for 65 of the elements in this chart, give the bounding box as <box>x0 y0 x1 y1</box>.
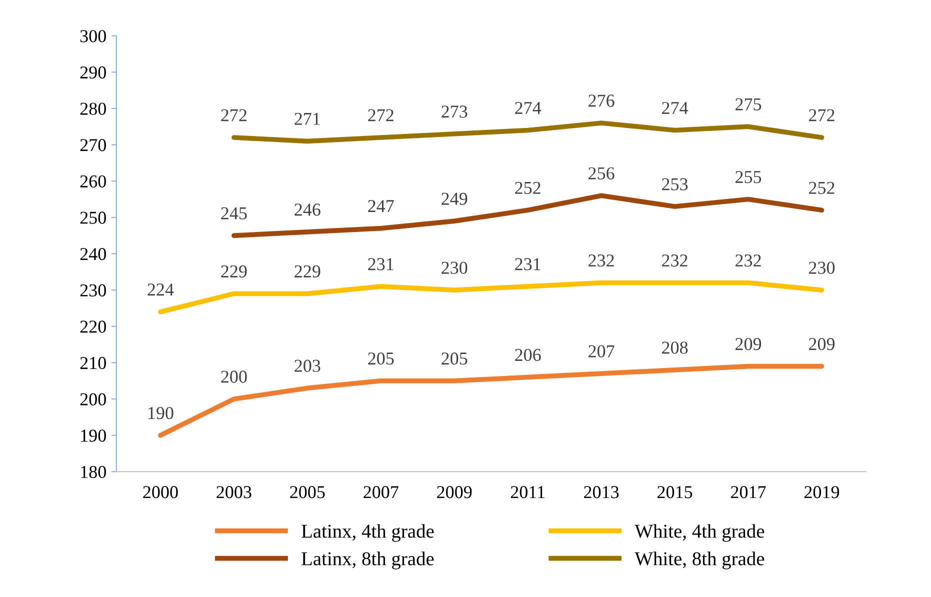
data-label: 274 <box>662 102 688 114</box>
y-tick-label: 290 <box>80 66 106 79</box>
data-label: 253 <box>662 178 688 190</box>
y-tick-label: 280 <box>80 102 106 115</box>
y-tick-label: 190 <box>81 430 106 442</box>
x-tick-label: 2015 <box>658 486 692 498</box>
data-label: 230 <box>442 262 468 274</box>
data-label: 190 <box>148 406 174 420</box>
data-label: 208 <box>662 342 688 354</box>
y-tick-label: 200 <box>80 393 106 406</box>
data-label: 255 <box>736 170 762 184</box>
data-label: 252 <box>808 182 834 194</box>
data-label: 232 <box>736 254 761 267</box>
x-tick-label: 2009 <box>437 486 472 498</box>
data-label: 231 <box>368 258 394 270</box>
data-label: 275 <box>736 98 762 110</box>
legend-label: Latinx, 8th grade <box>302 552 434 570</box>
data-label: 256 <box>588 167 614 180</box>
data-label: 272 <box>221 109 246 122</box>
y-tick-label: 240 <box>80 248 106 260</box>
data-label: 249 <box>442 192 468 205</box>
data-label: 207 <box>588 345 614 358</box>
y-tick-label: 180 <box>81 466 106 478</box>
y-tick-label: 220 <box>80 320 106 333</box>
data-label: 209 <box>736 338 762 350</box>
legend-label: Latinx, 4th grade <box>302 524 434 542</box>
data-label: 224 <box>148 284 174 296</box>
y-tick-label: 270 <box>80 139 106 152</box>
x-tick-label: 2019 <box>804 486 840 498</box>
data-label: 245 <box>221 207 247 220</box>
data-label: 205 <box>442 352 468 365</box>
data-label: 276 <box>588 94 614 107</box>
data-label: 232 <box>588 254 614 267</box>
x-tick-label: 2011 <box>510 486 544 498</box>
x-tick-label: 2017 <box>731 486 766 498</box>
y-tick-label: 300 <box>80 30 106 42</box>
x-tick-label: 2005 <box>290 486 325 498</box>
data-label: 229 <box>221 265 247 278</box>
data-label: 230 <box>808 262 835 274</box>
data-label: 274 <box>515 102 542 114</box>
data-label: 232 <box>662 254 688 267</box>
x-tick-label: 2007 <box>364 486 398 498</box>
x-tick-label: 2000 <box>143 486 178 498</box>
data-label: 247 <box>368 200 394 212</box>
y-tick-label: 250 <box>80 212 106 224</box>
x-tick-label: 2003 <box>216 486 252 498</box>
data-label: 229 <box>294 265 320 278</box>
data-label: 246 <box>294 204 320 216</box>
data-label: 252 <box>515 182 540 194</box>
data-label: 206 <box>515 348 541 362</box>
data-label: 231 <box>515 258 540 270</box>
legend-label: White, 4th grade <box>634 524 764 542</box>
x-tick-label: 2013 <box>584 486 619 498</box>
data-label: 273 <box>442 106 468 118</box>
y-tick-label: 230 <box>80 284 106 296</box>
y-tick-label: 210 <box>80 356 106 370</box>
data-label: 209 <box>808 338 835 350</box>
data-label: 205 <box>368 352 394 365</box>
data-label: 271 <box>294 112 320 125</box>
data-label: 200 <box>221 370 247 383</box>
data-label: 272 <box>808 109 834 122</box>
data-label: 272 <box>368 109 394 122</box>
data-label: 203 <box>294 360 320 372</box>
y-tick-label: 260 <box>80 175 106 188</box>
legend-label: White, 8th grade <box>634 552 764 570</box>
